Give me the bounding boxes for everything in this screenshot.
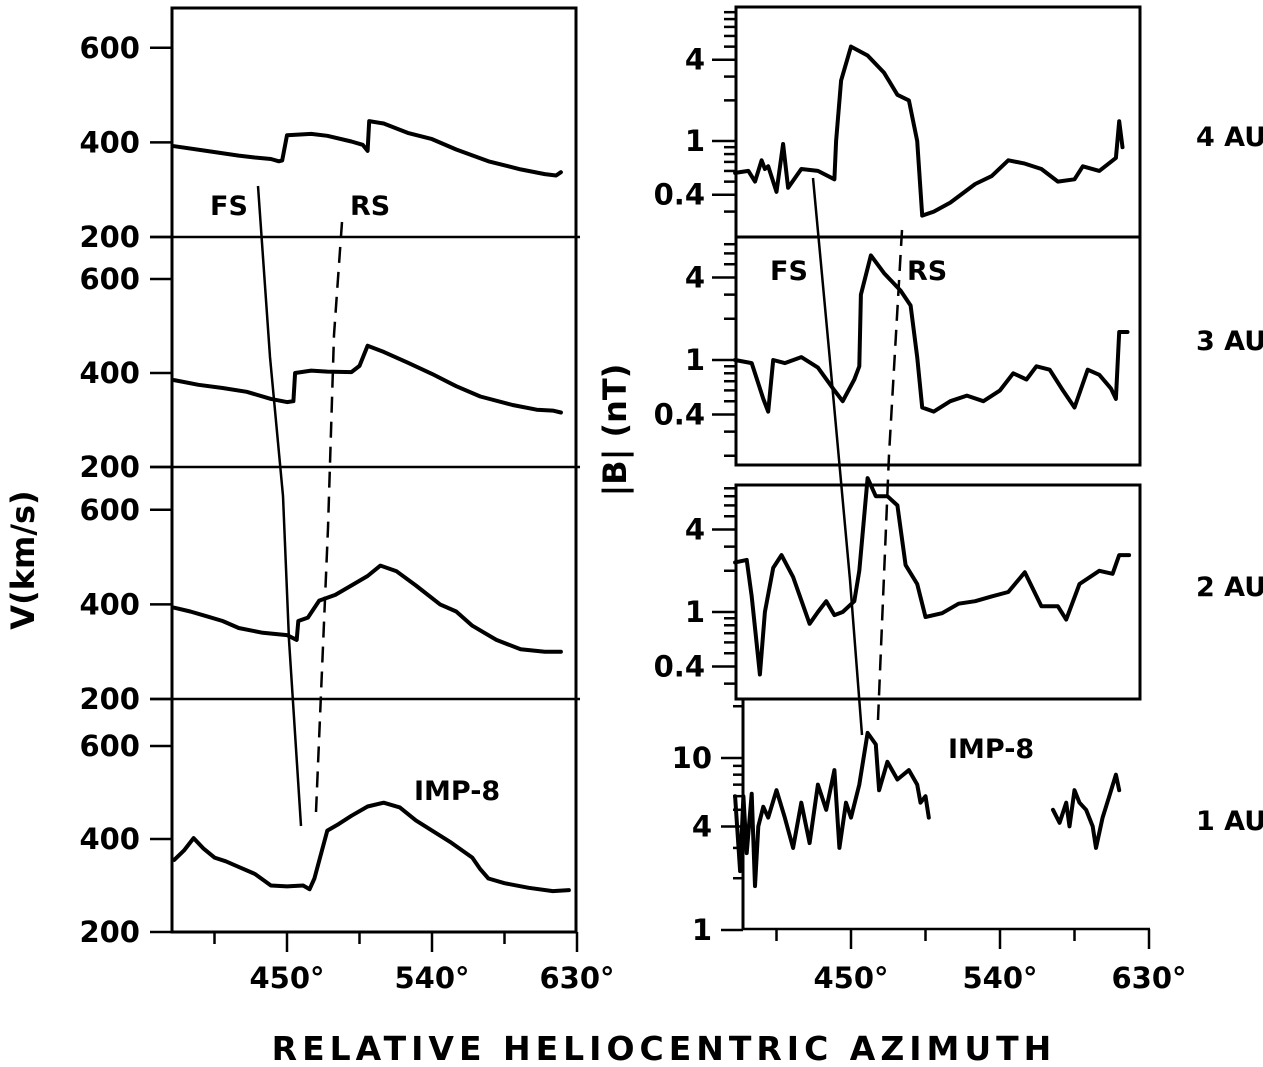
imp8-label-field: IMP-8 bbox=[948, 734, 1034, 765]
velocity-ytick-label: 200 bbox=[79, 220, 140, 254]
fs-label-velocity: FS bbox=[210, 191, 248, 222]
velocity-ytick-label: 400 bbox=[79, 822, 140, 856]
x-axis-title: RELATIVE HELIOCENTRIC AZIMUTH bbox=[272, 1029, 1057, 1067]
velocity-ytick-label: 200 bbox=[79, 682, 140, 716]
shock-layer bbox=[256, 177, 904, 827]
field-ytick-label: 1 bbox=[685, 124, 705, 158]
velocity-ytick-label: 600 bbox=[79, 31, 140, 65]
field-xtick-label: 630° bbox=[1111, 961, 1186, 995]
ticks-layer: 200 400 600 200 400 600 200 400 600 200 400 600 0.4 1… bbox=[79, 10, 1187, 995]
static-layer: V(km/s) |B| (nT) RELATIVE HELIOCENTRIC A… bbox=[4, 5, 1263, 1067]
velocity-axis-title: V(km/s) bbox=[4, 490, 42, 629]
traces-layer bbox=[172, 44, 1132, 894]
field-trace-1-au bbox=[733, 730, 931, 889]
field-ytick-label: 4 bbox=[685, 43, 705, 77]
field-trace-2-au bbox=[733, 476, 1132, 677]
velocity-xtick-label: 450° bbox=[249, 961, 324, 995]
velocity-ytick-label: 600 bbox=[79, 493, 140, 527]
field-ytick-label: 0.4 bbox=[654, 398, 705, 432]
panel-label-2au: 2 AU bbox=[1196, 572, 1263, 603]
velocity-trace-1-au bbox=[172, 800, 571, 894]
field-ytick-label: 1 bbox=[692, 913, 712, 947]
velocity-ytick-label: 200 bbox=[79, 915, 140, 949]
field-ytick-label: 4 bbox=[685, 261, 705, 295]
field-panel-4au-frame bbox=[734, 5, 1142, 239]
rs-line-velocity bbox=[314, 221, 344, 813]
field-ytick-label: 1 bbox=[685, 343, 705, 377]
rs-label-velocity: RS bbox=[350, 191, 390, 222]
field-axis-title: |B| (nT) bbox=[596, 364, 635, 497]
velocity-ytick-label: 400 bbox=[79, 125, 140, 159]
field-trace-3-au bbox=[733, 253, 1130, 414]
rs-label-field: RS bbox=[907, 256, 947, 287]
velocity-xtick-label: 540° bbox=[394, 961, 469, 995]
velocity-trace-4-au bbox=[172, 119, 563, 178]
velocity-ytick-label: 400 bbox=[79, 587, 140, 621]
field-ytick-label: 0.4 bbox=[654, 178, 705, 212]
fs-label-field: FS bbox=[770, 256, 808, 287]
field-panel-3au-frame bbox=[734, 235, 1142, 467]
panel-label-1au: 1 AU bbox=[1196, 806, 1263, 837]
velocity-ytick-label: 600 bbox=[79, 729, 140, 763]
field-trace-1-au-later-segment- bbox=[1051, 772, 1122, 850]
field-ytick-label: 4 bbox=[692, 809, 712, 843]
velocity-xtick-label: 630° bbox=[539, 961, 614, 995]
field-xtick-label: 540° bbox=[962, 961, 1037, 995]
field-ytick-label: 4 bbox=[685, 513, 705, 547]
field-xtick-label: 450° bbox=[813, 961, 888, 995]
field-trace-4-au bbox=[733, 44, 1125, 218]
panel-label-3au: 3 AU bbox=[1196, 326, 1263, 357]
panel-label-4au: 4 AU bbox=[1196, 122, 1263, 153]
velocity-trace-3-au bbox=[172, 343, 563, 415]
fs-line-field bbox=[811, 177, 864, 736]
velocity-ytick-label: 200 bbox=[79, 450, 140, 484]
fs-line-velocity bbox=[256, 185, 303, 827]
field-ytick-label: 1 bbox=[685, 595, 705, 629]
field-ytick-label: 0.4 bbox=[654, 650, 705, 684]
field-ytick-label: 10 bbox=[672, 741, 712, 775]
velocity-trace-2-au bbox=[172, 563, 563, 654]
velocity-ytick-label: 400 bbox=[79, 356, 140, 390]
velocity-panel-frame bbox=[170, 6, 578, 934]
velocity-ytick-label: 600 bbox=[79, 262, 140, 296]
rs-line-field bbox=[876, 229, 904, 721]
imp8-label-velocity: IMP-8 bbox=[414, 776, 500, 807]
